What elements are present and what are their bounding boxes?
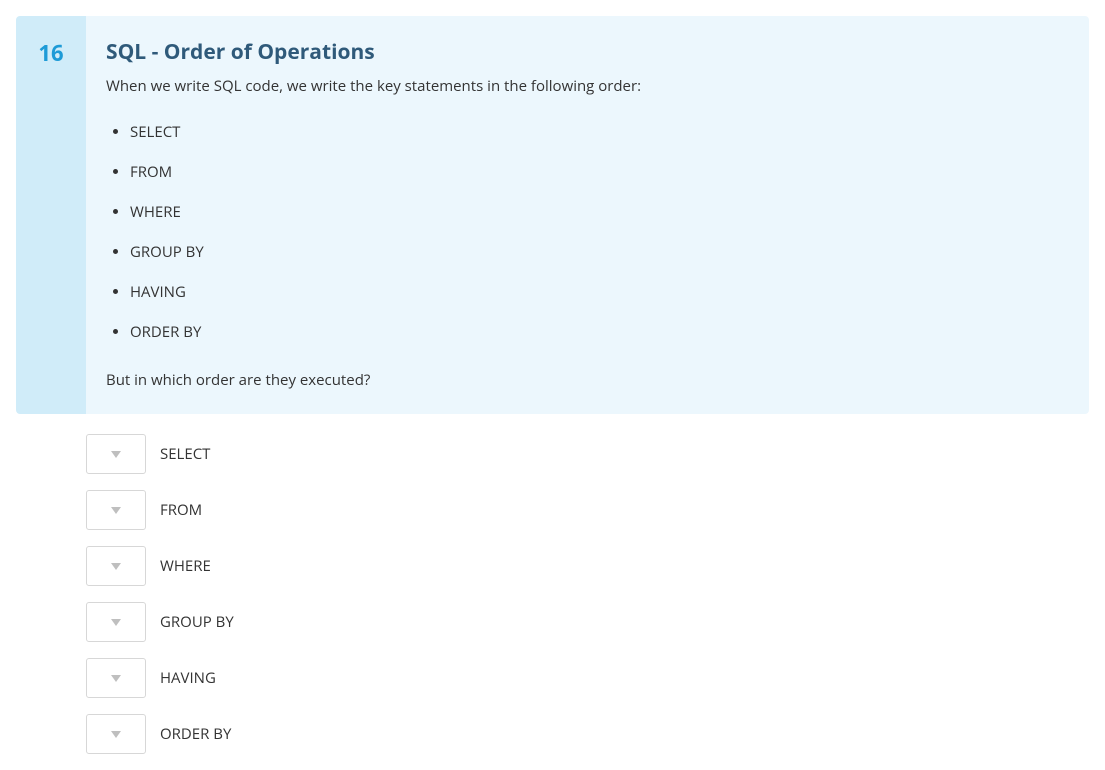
chevron-down-icon <box>110 504 122 516</box>
chevron-down-icon <box>110 560 122 572</box>
chevron-down-icon <box>110 616 122 628</box>
question-outro: But in which order are they executed? <box>106 370 879 390</box>
answer-row: ORDER BY <box>86 714 1089 754</box>
answer-dropdown-having[interactable] <box>86 658 146 698</box>
answer-dropdown-from[interactable] <box>86 490 146 530</box>
answer-row: HAVING <box>86 658 1089 698</box>
list-item: HAVING <box>130 272 879 312</box>
question-body-side <box>899 16 1089 414</box>
list-item: WHERE <box>130 192 879 232</box>
answers-block: SELECT FROM WHERE GROUP BY HAVING ORDER … <box>16 434 1089 754</box>
chevron-down-icon <box>110 672 122 684</box>
answer-label: ORDER BY <box>160 724 231 744</box>
question-title: SQL - Order of Operations <box>106 38 879 66</box>
question-card: 16 SQL - Order of Operations When we wri… <box>16 16 1089 414</box>
question-body-main: SQL - Order of Operations When we write … <box>86 16 899 414</box>
answer-dropdown-select[interactable] <box>86 434 146 474</box>
question-number: 16 <box>16 38 86 68</box>
answer-row: WHERE <box>86 546 1089 586</box>
list-item: SELECT <box>130 112 879 152</box>
list-item: FROM <box>130 152 879 192</box>
chevron-down-icon <box>110 448 122 460</box>
answer-dropdown-groupby[interactable] <box>86 602 146 642</box>
answer-row: GROUP BY <box>86 602 1089 642</box>
answer-row: FROM <box>86 490 1089 530</box>
question-list: SELECT FROM WHERE GROUP BY HAVING ORDER … <box>106 112 879 352</box>
list-item: GROUP BY <box>130 232 879 272</box>
answer-label: WHERE <box>160 556 211 576</box>
answer-label: FROM <box>160 500 202 520</box>
answer-dropdown-orderby[interactable] <box>86 714 146 754</box>
answer-label: GROUP BY <box>160 612 234 632</box>
answer-label: HAVING <box>160 668 216 688</box>
answer-row: SELECT <box>86 434 1089 474</box>
question-number-column: 16 <box>16 16 86 414</box>
question-intro: When we write SQL code, we write the key… <box>106 76 879 96</box>
question-body-column: SQL - Order of Operations When we write … <box>86 16 1089 414</box>
answer-label: SELECT <box>160 444 210 464</box>
answer-dropdown-where[interactable] <box>86 546 146 586</box>
list-item: ORDER BY <box>130 312 879 352</box>
chevron-down-icon <box>110 728 122 740</box>
